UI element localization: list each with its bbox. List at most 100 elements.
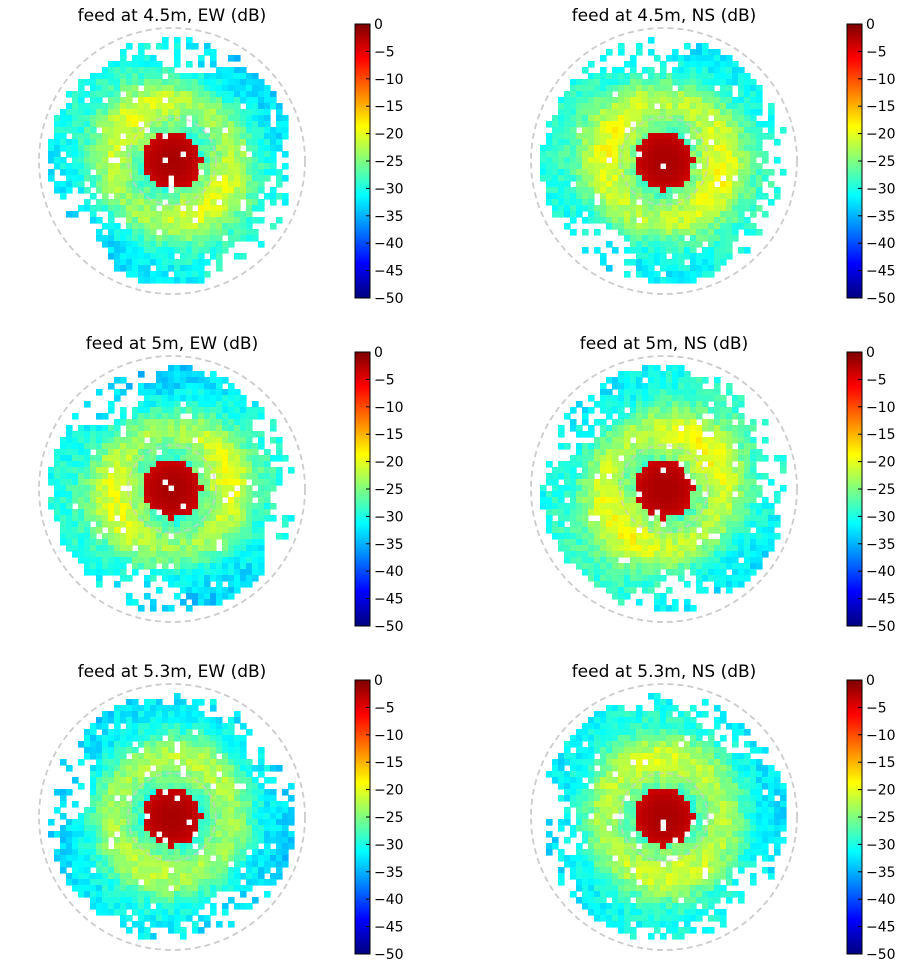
beam-pixel — [120, 753, 127, 760]
beam-pixel — [600, 527, 607, 534]
beam-pixel — [204, 205, 211, 212]
beam-pixel — [60, 133, 67, 140]
beam-pixel — [606, 151, 613, 158]
beam-pixel — [174, 563, 181, 570]
beam-pixel — [576, 205, 583, 212]
beam-pixel — [576, 103, 583, 110]
beam-pixel — [138, 491, 145, 498]
beam-pixel — [120, 115, 127, 122]
beam-pixel — [174, 55, 181, 62]
beam-pixel — [162, 377, 169, 384]
beam-pixel — [636, 473, 643, 480]
beam-pixel — [606, 515, 613, 522]
beam-pixel — [654, 521, 661, 528]
beam-pixel — [216, 801, 223, 808]
beam-pixel — [690, 277, 697, 284]
beam-pixel — [180, 121, 187, 128]
beam-pixel — [276, 479, 283, 486]
beam-pixel — [738, 509, 745, 516]
beam-pixel — [198, 557, 205, 564]
beam-pixel — [72, 449, 79, 456]
beam-pixel — [600, 121, 607, 128]
beam-pixel — [744, 109, 751, 116]
beam-pixel — [666, 73, 673, 80]
beam-pixel — [54, 509, 61, 516]
beam-pixel — [54, 163, 61, 170]
beam-pixel — [768, 115, 775, 122]
beam-pixel — [612, 211, 619, 218]
beam-pixel — [168, 247, 175, 254]
beam-pixel — [648, 205, 655, 212]
beam-pixel — [672, 401, 679, 408]
beam-pixel — [156, 85, 163, 92]
beam-pixel — [210, 509, 217, 516]
beam-pixel — [672, 521, 679, 528]
beam-pixel — [66, 461, 73, 468]
beam-pixel — [756, 175, 763, 182]
beam-pixel — [708, 49, 715, 56]
beam-pixel — [138, 717, 145, 724]
beam-pixel — [132, 783, 139, 790]
beam-pixel — [246, 807, 253, 814]
beam-pixel — [564, 133, 571, 140]
beam-pixel — [168, 813, 175, 820]
beam-pixel — [168, 407, 175, 414]
beam-pixel — [66, 485, 73, 492]
beam-pixel — [666, 467, 673, 474]
beam-pixel — [144, 705, 151, 712]
beam-pixel — [624, 223, 631, 230]
beam-pixel — [132, 175, 139, 182]
beam-pixel — [180, 365, 187, 372]
beam-pixel — [114, 145, 121, 152]
beam-pixel — [582, 127, 589, 134]
beam-pixel — [276, 133, 283, 140]
beam-pixel — [210, 449, 217, 456]
beam-pixel — [720, 395, 727, 402]
beam-pixel — [216, 729, 223, 736]
beam-pixel — [144, 169, 151, 176]
beam-pixel — [276, 193, 283, 200]
beam-pixel — [756, 473, 763, 480]
beam-pixel — [702, 479, 709, 486]
beam-pixel — [162, 741, 169, 748]
beam-pixel — [642, 413, 649, 420]
beam-pixel — [582, 545, 589, 552]
beam-pixel — [642, 389, 649, 396]
beam-pixel — [606, 103, 613, 110]
beam-pixel — [228, 575, 235, 582]
beam-pixel — [690, 545, 697, 552]
beam-pixel — [618, 407, 625, 414]
beam-pixel — [204, 217, 211, 224]
beam-pixel — [696, 467, 703, 474]
beam-pixel — [246, 205, 253, 212]
beam-pixel — [642, 467, 649, 474]
beam-pixel — [588, 199, 595, 206]
beam-pixel — [744, 425, 751, 432]
beam-pixel — [138, 193, 145, 200]
beam-pixel — [714, 127, 721, 134]
beam-pixel — [648, 539, 655, 546]
beam-pixel — [594, 85, 601, 92]
beam-pixel — [162, 717, 169, 724]
beam-pixel — [234, 515, 241, 522]
beam-pixel — [210, 807, 217, 814]
beam-pixel — [648, 259, 655, 266]
beam-pixel — [90, 127, 97, 134]
beam-pixel — [96, 485, 103, 492]
beam-pixel — [570, 497, 577, 504]
beam-pixel — [180, 377, 187, 384]
beam-pixel — [90, 539, 97, 546]
beam-pixel — [138, 247, 145, 254]
beam-pixel — [618, 371, 625, 378]
beam-pixel — [204, 407, 211, 414]
beam-pixel — [600, 563, 607, 570]
beam-pixel — [120, 521, 127, 528]
beam-pixel — [654, 395, 661, 402]
beam-pixel — [132, 563, 139, 570]
beam-pixel — [240, 455, 247, 462]
beam-pixel — [192, 503, 199, 510]
beam-pixel — [54, 461, 61, 468]
beam-pixel — [648, 551, 655, 558]
beam-pixel — [570, 193, 577, 200]
beam-pixel — [96, 515, 103, 522]
